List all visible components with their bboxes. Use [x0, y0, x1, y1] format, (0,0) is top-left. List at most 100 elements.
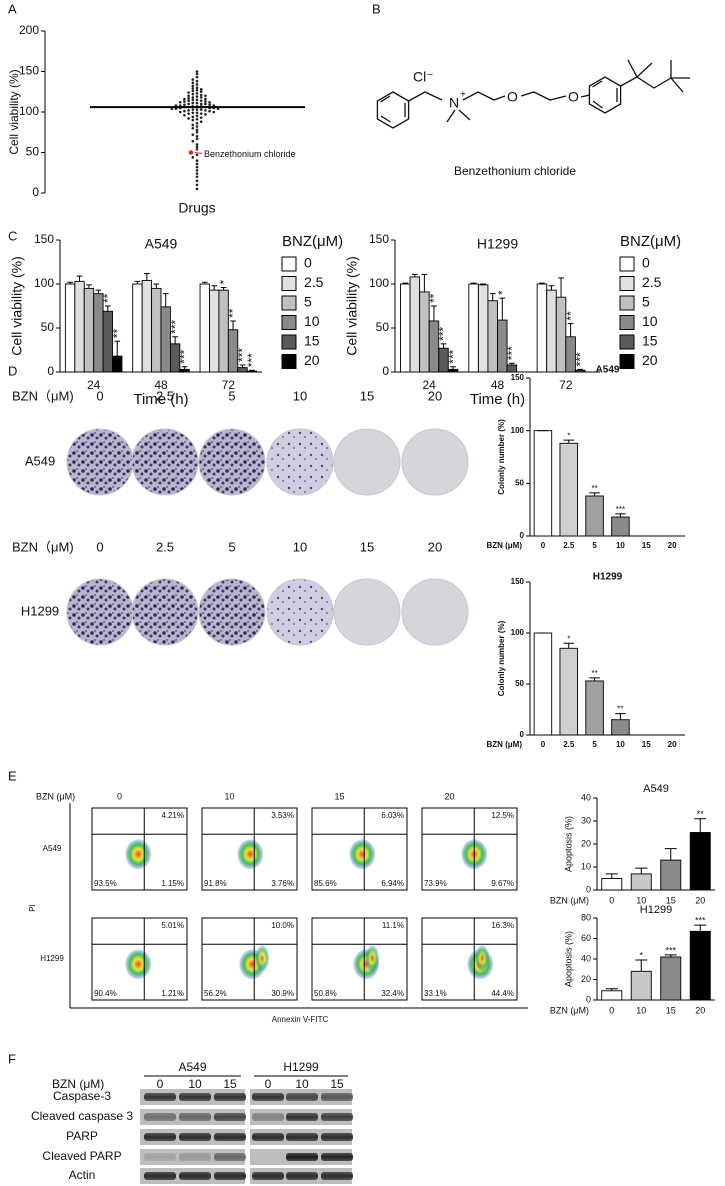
data-point [195, 88, 199, 92]
blot-band [252, 1113, 284, 1121]
quadrant-percent: 32.4% [381, 989, 404, 998]
bar [559, 647, 578, 736]
error-bar [635, 867, 648, 874]
significance-label: *** [245, 353, 259, 367]
data-point [195, 147, 199, 151]
x-tick-label: 10 [616, 740, 625, 749]
quadrant-percent: 73.9% [424, 879, 447, 888]
error-bar [144, 272, 150, 281]
data-point [195, 75, 199, 79]
data-point [191, 118, 195, 122]
error-bar [605, 873, 618, 879]
concentration-label: 0 [96, 388, 103, 403]
chemical-structure [376, 59, 690, 129]
x-tick-label: 0 [609, 1005, 614, 1015]
legend-swatch [619, 354, 635, 369]
bar [141, 280, 153, 373]
quadrant-percent: 91.8% [204, 879, 227, 888]
blot-band [321, 1133, 353, 1141]
blot-band [286, 1153, 318, 1161]
error-bar [86, 284, 92, 289]
blot-band [179, 1113, 211, 1121]
quadrant-percent: 6.94% [381, 879, 404, 888]
significance-label: *** [236, 348, 250, 362]
x-axis-label: Drugs [178, 200, 215, 216]
atom-label: N [449, 95, 459, 111]
concentration-label: 5 [228, 388, 235, 403]
row-label: A549 [43, 844, 62, 853]
data-point [191, 98, 195, 102]
legend-label: 20 [642, 352, 658, 368]
legend-swatch [619, 334, 635, 350]
data-point [187, 96, 190, 100]
legend-label: 15 [642, 333, 658, 349]
blot-band [214, 1133, 246, 1141]
quadrant-percent: 5.01% [161, 921, 184, 930]
y-axis-label: Colonly number (%) [497, 419, 506, 495]
data-point [191, 156, 195, 159]
quadrant-percent: 12.5% [491, 811, 514, 820]
blot-band [214, 1093, 246, 1101]
bar [179, 368, 190, 373]
data-point [195, 179, 199, 183]
quadrant-percent: 85.6% [314, 879, 337, 888]
bar [246, 370, 258, 373]
data-point [199, 112, 203, 115]
y-tick-label: 50 [26, 145, 40, 159]
data-point [178, 100, 182, 104]
cell-population [237, 839, 264, 870]
data-point [195, 108, 199, 111]
data-point [208, 100, 211, 104]
x-tick-label: 0 [541, 740, 546, 749]
bar [218, 289, 229, 373]
counterion: Cl⁻ [413, 69, 434, 85]
data-point [195, 183, 199, 187]
quadrant-percent: 56.2% [204, 989, 227, 998]
chart-title: H1299 [477, 236, 518, 252]
error-bar [411, 273, 418, 277]
legend-label: 15 [304, 333, 320, 349]
blot-band [144, 1093, 176, 1101]
bar [601, 878, 623, 891]
error-bar [172, 336, 178, 344]
colony-well [401, 578, 469, 646]
x-axis-label: Time (h) [133, 391, 188, 408]
error-bar [211, 285, 218, 291]
data-point [191, 123, 195, 127]
colony-well [131, 578, 199, 646]
y-tick-label: 40 [581, 953, 591, 963]
bar [64, 283, 76, 373]
data-point [187, 91, 190, 94]
significance-label: *** [695, 916, 706, 926]
data-point [208, 109, 211, 113]
cell-population [365, 945, 380, 972]
bar [93, 293, 104, 373]
structure-caption: Benzethonium chloride [454, 164, 576, 178]
bar [585, 680, 604, 736]
data-point [195, 92, 199, 95]
concentration-label: 20 [428, 388, 442, 403]
x-tick-label: 48 [154, 378, 168, 392]
data-point [195, 122, 199, 125]
x-axis-label: BZN (μM) [486, 740, 522, 749]
error-bar [615, 713, 626, 720]
protein-label: Caspase-3 [53, 1089, 111, 1103]
quadrant-percent: 3.76% [271, 879, 294, 888]
x-tick-label: 2.5 [563, 740, 575, 749]
data-point [191, 84, 195, 88]
bar [74, 280, 85, 373]
significance-label: * [495, 290, 509, 295]
error-bar [664, 848, 677, 861]
significance-label: *** [665, 945, 676, 955]
data-point [195, 95, 199, 98]
panel-label: B [372, 1, 381, 16]
lane-label: 15 [330, 1077, 344, 1091]
x-tick-label: 15 [642, 740, 651, 749]
data-point [187, 99, 190, 102]
bar [601, 990, 623, 1001]
data-point [195, 101, 199, 105]
legend-swatch [619, 256, 635, 272]
legend-label: 10 [642, 313, 658, 329]
data-point [195, 72, 199, 76]
legend-label: 0 [642, 255, 650, 271]
